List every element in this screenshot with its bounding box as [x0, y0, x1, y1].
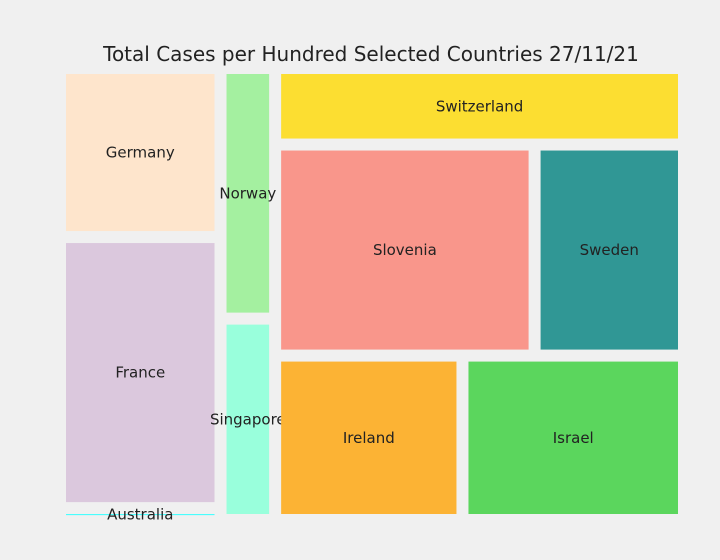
tile-rect-sweden: [540, 150, 678, 350]
tile-label-australia: Australia: [107, 506, 173, 524]
tile-rect-israel: [468, 361, 678, 514]
tile-label-sweden: Sweden: [580, 241, 639, 259]
tile-australia: Australia: [66, 506, 215, 524]
tile-label-germany: Germany: [106, 144, 175, 162]
tile-israel: Israel: [468, 361, 678, 514]
tile-rect-slovenia: [281, 150, 529, 350]
tile-rect-singapore: [226, 324, 270, 514]
tile-norway: Norway: [219, 74, 276, 313]
tile-germany: Germany: [66, 74, 215, 232]
tile-label-slovenia: Slovenia: [373, 241, 437, 259]
tile-label-israel: Israel: [553, 429, 594, 447]
tile-rect-germany: [66, 74, 215, 232]
tile-rect-australia: [66, 514, 215, 516]
chart-title: Total Cases per Hundred Selected Countri…: [103, 42, 639, 66]
tile-switzerland: Switzerland: [281, 74, 678, 139]
tile-rect-switzerland: [281, 74, 678, 139]
tile-label-france: France: [115, 364, 165, 382]
tile-rect-ireland: [281, 361, 457, 514]
tile-label-norway: Norway: [219, 184, 276, 202]
tile-france: France: [66, 243, 215, 503]
tile-ireland: Ireland: [281, 361, 457, 514]
tile-label-switzerland: Switzerland: [436, 97, 524, 115]
tile-label-ireland: Ireland: [343, 429, 395, 447]
tile-label-singapore: Singapore: [210, 410, 286, 428]
tile-singapore: Singapore: [210, 324, 286, 514]
tile-slovenia: Slovenia: [281, 150, 529, 350]
tile-rect-france: [66, 243, 215, 503]
tile-rect-norway: [226, 74, 270, 313]
tile-sweden: Sweden: [540, 150, 678, 350]
